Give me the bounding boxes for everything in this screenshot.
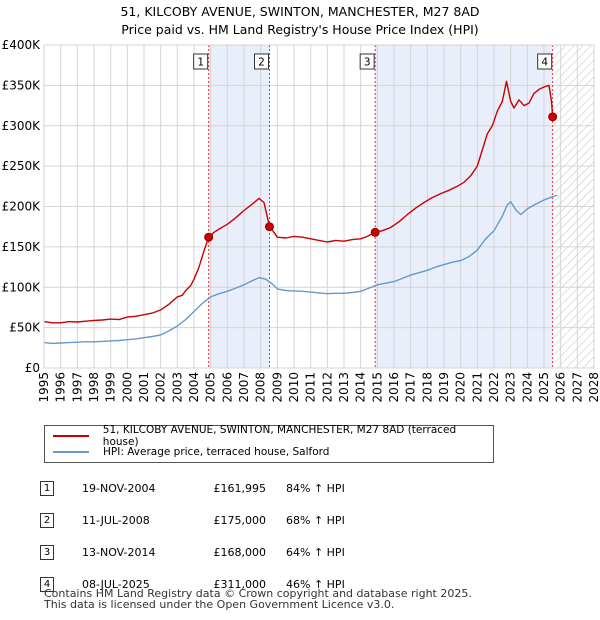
legend-label-property: 51, KILCOBY AVENUE, SWINTON, MANCHESTER,… (102, 424, 457, 448)
sale-point (265, 222, 274, 232)
x-tick-label: 2000 (120, 372, 134, 403)
sale-number-box: 1 (40, 480, 54, 496)
sale-hpi-change: 64% ↑ HPI (286, 545, 345, 559)
x-tick-label: 2007 (237, 372, 251, 403)
sale-price: £161,995 (213, 481, 267, 495)
sale-number-box: 4 (40, 576, 54, 592)
x-tick-label: 2022 (487, 372, 501, 403)
chart-title: 51, KILCOBY AVENUE, SWINTON, MANCHESTER,… (120, 4, 480, 19)
sale-label-box (359, 53, 375, 70)
sale-date: 11-JUL-2008 (82, 513, 150, 527)
hpi-line (43, 194, 558, 345)
sale-label-box (537, 53, 553, 70)
x-tick-label: 2008 (254, 372, 268, 403)
y-tick-label: £250K (2, 159, 42, 173)
x-tick-label: 2005 (204, 372, 218, 403)
sale-price: £175,000 (213, 513, 267, 527)
x-tick-label: 2001 (137, 372, 151, 403)
sale-point (548, 112, 558, 122)
legend-label-hpi: HPI: Average price, terraced house, Salf… (103, 446, 330, 458)
footer-licence: This data is licensed under the Open Gov… (44, 598, 395, 611)
sale-label-number: 3 (364, 57, 371, 69)
x-tick-label: 2012 (320, 372, 334, 403)
sale-price: £311,000 (213, 577, 267, 591)
sale-date: 13-NOV-2014 (82, 545, 156, 559)
table-row: 2 11-JUL-2008 £175,000 68% ↑ HPI (40, 504, 345, 536)
sale-hpi-change: 84% ↑ HPI (286, 481, 345, 495)
x-tick-label: 2023 (504, 372, 518, 403)
x-tick-label: 2013 (337, 372, 351, 403)
table-row: 4 08-JUL-2025 £311,000 46% ↑ HPI (40, 568, 345, 600)
x-tick-label: 2004 (187, 372, 201, 403)
x-tick-label: 2017 (404, 372, 418, 403)
chart-subtitle: Price paid vs. HM Land Registry's House … (121, 22, 479, 37)
sale-number-box: 2 (40, 512, 54, 528)
y-tick-label: £350K (2, 78, 42, 92)
plot-frame (43, 44, 595, 369)
sale-number-cell: 1 (40, 472, 82, 504)
x-tick-label: 2002 (154, 372, 168, 403)
legend-item-property: 51, KILCOBY AVENUE, SWINTON, MANCHESTER,… (53, 424, 493, 448)
sales-table: 1 19-NOV-2004 £161,995 84% ↑ HPI 2 11-JU… (40, 472, 345, 600)
y-tick-label: £150K (2, 240, 42, 254)
sale-number-cell: 4 (40, 568, 82, 600)
sale-label-number: 1 (197, 57, 204, 69)
sale-label-box (193, 53, 209, 70)
table-row: 3 13-NOV-2014 £168,000 64% ↑ HPI (40, 536, 345, 568)
x-tick-label: 1995 (37, 372, 51, 403)
x-tick-label: 2028 (587, 372, 600, 403)
x-tick-label: 2027 (570, 372, 584, 403)
legend-swatch-hpi (53, 451, 89, 453)
y-tick-label: £50K (9, 321, 41, 335)
x-tick-label: 2019 (437, 372, 451, 403)
x-tick-label: 2024 (520, 372, 534, 403)
y-tick-label: £200K (2, 200, 42, 214)
sale-label-box (254, 53, 269, 70)
x-tick-label: 2016 (387, 372, 401, 403)
y-tick-label: £100K (2, 280, 42, 294)
sale-number-box: 3 (40, 544, 54, 560)
x-tick-label: 2021 (470, 372, 484, 403)
x-tick-label: 1996 (54, 372, 68, 403)
x-tick-label: 2009 (270, 372, 284, 403)
y-tick-label: £0 (25, 361, 40, 375)
sale-date: 08-JUL-2025 (82, 577, 150, 591)
sale-label-number: 2 (258, 57, 265, 69)
footer: Contains HM Land Registry data © Crown c… (44, 588, 472, 610)
sale-point (204, 232, 214, 242)
x-tick-label: 2014 (354, 372, 368, 403)
y-tick-label: £400K (2, 38, 42, 52)
y-tick-label: £300K (2, 119, 42, 133)
sale-price: £168,000 (213, 545, 267, 559)
x-tick-label: 1998 (87, 372, 101, 403)
chart-legend: 51, KILCOBY AVENUE, SWINTON, MANCHESTER,… (44, 424, 494, 463)
x-tick-label: 2003 (170, 372, 184, 403)
x-tick-label: 2020 (454, 372, 468, 403)
sale-hpi-change: 68% ↑ HPI (286, 513, 345, 527)
legend-item-hpi: HPI: Average price, terraced house, Salf… (53, 444, 329, 460)
x-tick-label: 2010 (287, 372, 301, 403)
x-tick-label: 2025 (537, 372, 551, 403)
x-tick-label: 1999 (104, 372, 118, 403)
footer-copyright: Contains HM Land Registry data © Crown c… (44, 587, 472, 600)
x-tick-label: 2015 (370, 372, 384, 403)
sale-number-cell: 3 (40, 536, 82, 568)
sale-date: 19-NOV-2004 (82, 481, 156, 495)
table-row: 1 19-NOV-2004 £161,995 84% ↑ HPI (40, 472, 345, 504)
property-price-line (43, 80, 554, 324)
x-tick-label: 2006 (220, 372, 234, 403)
legend-swatch-property (53, 435, 89, 437)
price-chart: 1 2 3 4 £0 £50K £100K £150K £200K £250K £300K £350… (2, 38, 600, 403)
x-tick-label: 2011 (304, 372, 318, 403)
sale-hpi-change: 46% ↑ HPI (286, 577, 345, 591)
x-tick-label: 1997 (70, 372, 84, 403)
sale-number-cell: 2 (40, 504, 82, 536)
x-tick-label: 2018 (420, 372, 434, 403)
sale-point (370, 227, 380, 237)
sale-label-number: 4 (541, 57, 548, 69)
x-tick-label: 2026 (554, 372, 568, 403)
